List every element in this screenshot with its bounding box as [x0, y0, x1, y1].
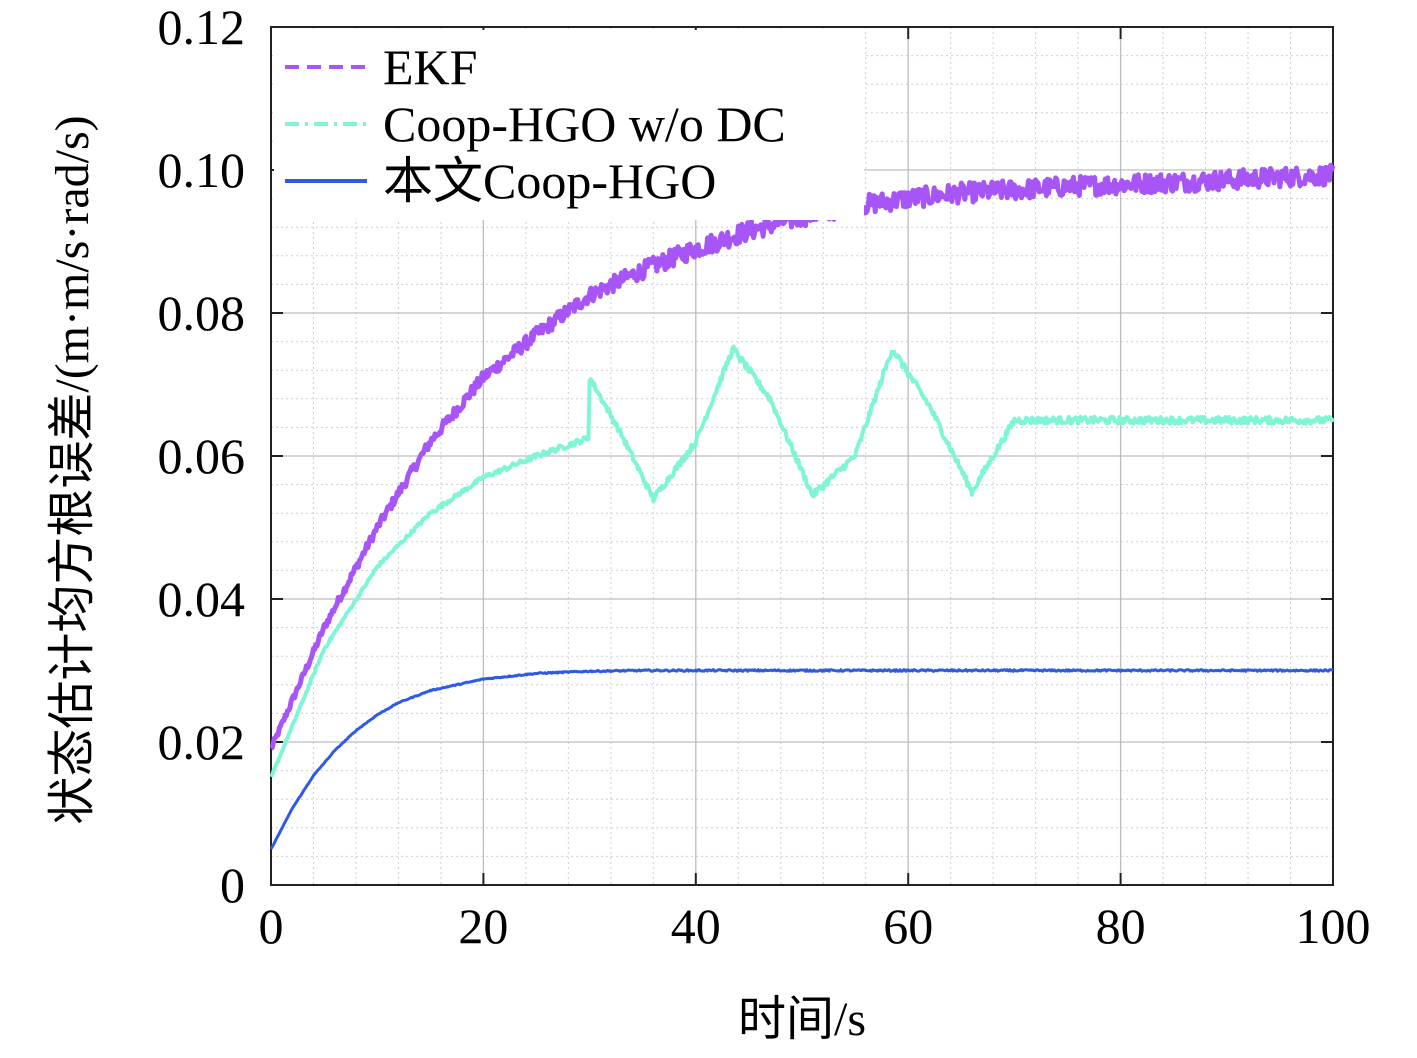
x-tick-label: 0 [259, 898, 284, 954]
y-tick-label: 0.06 [158, 428, 246, 484]
x-tick-label: 100 [1296, 898, 1371, 954]
y-tick-label: 0 [220, 857, 245, 913]
tick-labels: 0 20 40 60 80 100 0 0.02 0.04 0.06 0.08 0.10 0.12 [158, 0, 1371, 954]
legend-label-3: 本文Coop-HGO [383, 153, 716, 209]
y-tick-label: 0.12 [158, 0, 246, 55]
y-tick-label: 0.10 [158, 142, 246, 198]
y-tick-label: 0.08 [158, 285, 246, 341]
legend-label-2: Coop-HGO w/o DC [383, 96, 786, 152]
series-group [269, 162, 1336, 850]
series-line-1 [269, 162, 1336, 751]
series-line-2 [269, 344, 1335, 778]
y-tick-label: 0.02 [158, 714, 246, 770]
x-tick-label: 80 [1096, 898, 1146, 954]
y-tick-label: 0.04 [158, 571, 246, 627]
series-line-3 [269, 668, 1334, 850]
legend-box [274, 30, 864, 220]
y-axis-label: 状态估计均方根误差/(m·m/s·rad/s) [46, 115, 99, 824]
x-tick-label: 20 [458, 898, 508, 954]
x-tick-label: 60 [883, 898, 933, 954]
legend-label-1: EKF [383, 39, 477, 95]
x-tick-label: 40 [671, 898, 721, 954]
plot-frame [270, 26, 1334, 886]
x-axis-label: 时间/s [738, 993, 866, 1046]
